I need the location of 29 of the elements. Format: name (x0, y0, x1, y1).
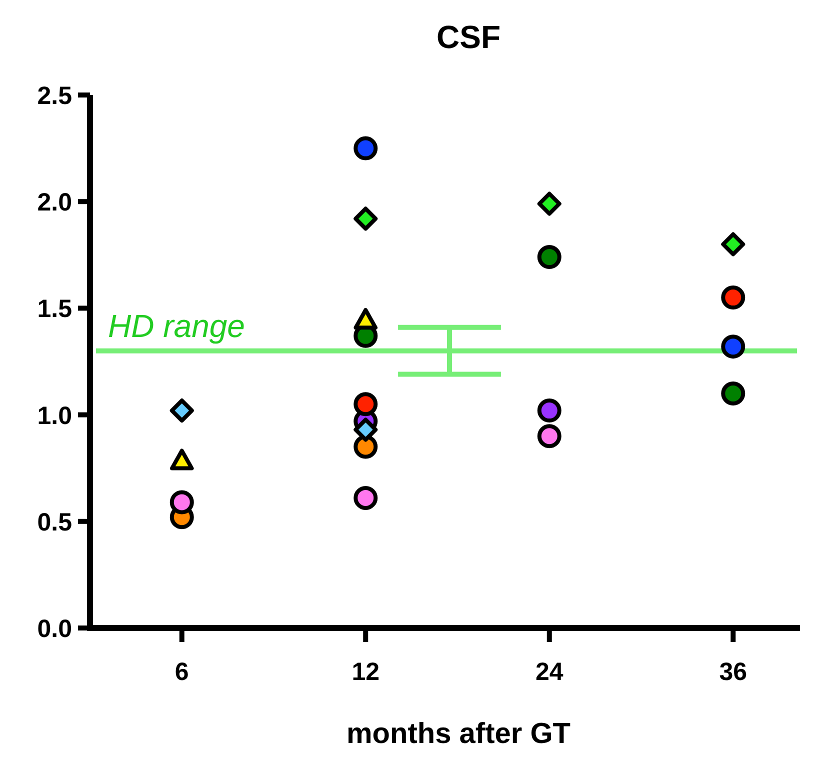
point (354, 418, 378, 442)
point (537, 192, 562, 216)
point (170, 490, 194, 514)
chart-title: CSF (436, 19, 500, 55)
point (537, 424, 562, 448)
point (537, 245, 562, 270)
y-tick-label: 1.5 (37, 295, 72, 324)
point (354, 434, 378, 459)
point (721, 232, 746, 256)
x-tick-label: 6 (174, 658, 189, 686)
x-tick-label: 12 (352, 658, 380, 686)
x-tick-label: 36 (719, 658, 748, 686)
x-axis-title: months after GT (346, 718, 571, 750)
y-tick-label: 0.0 (37, 615, 72, 643)
point (170, 398, 194, 423)
y-tick-label: 2.5 (37, 82, 72, 110)
point (721, 334, 746, 359)
x-tick-label: 24 (535, 658, 564, 686)
point (354, 486, 378, 510)
point (537, 398, 562, 423)
y-tick-label: 2.0 (37, 188, 72, 217)
y-tick-label: 1.0 (37, 402, 72, 430)
point (721, 382, 746, 406)
point (354, 392, 378, 416)
point (721, 286, 746, 310)
y-tick-label: 0.5 (37, 508, 72, 536)
point (354, 136, 378, 160)
ref-line-label: HD range (108, 308, 245, 344)
point (354, 206, 378, 231)
